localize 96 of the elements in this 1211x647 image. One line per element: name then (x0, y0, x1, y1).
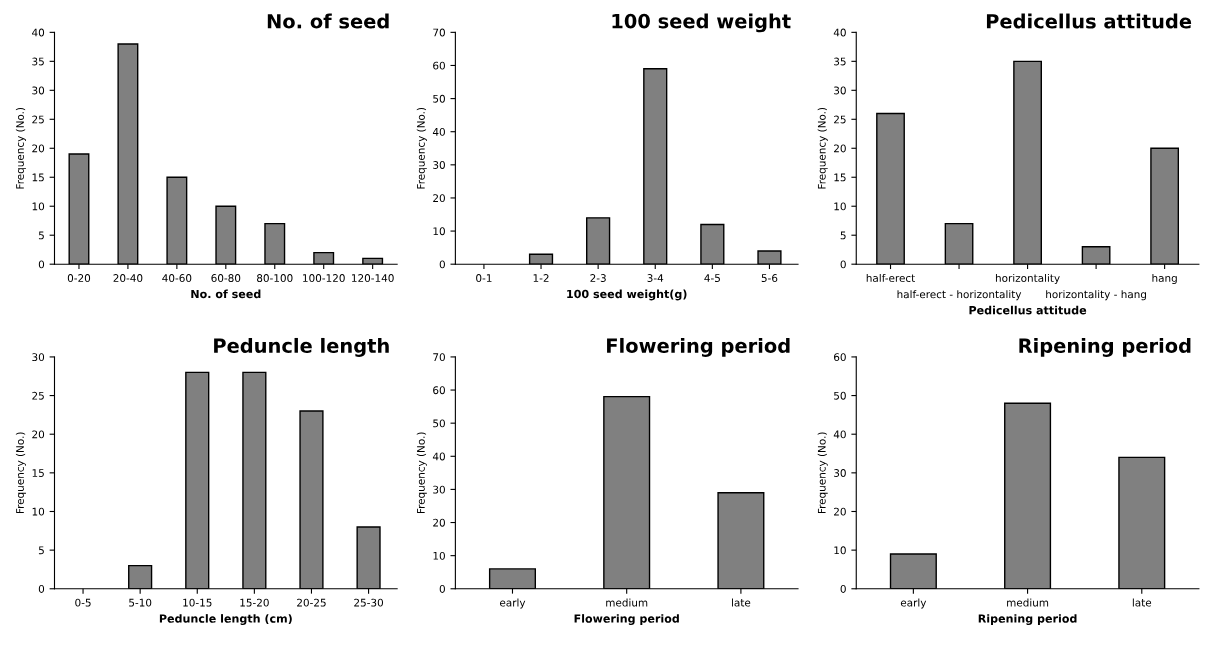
x-tick-label: 10-15 (183, 598, 212, 607)
x-tick-label: 60-80 (211, 274, 241, 282)
x-tick-label: 20-25 (297, 598, 326, 607)
y-tick-label: 20 (433, 194, 445, 203)
y-axis-title: Frequency (No.) (817, 107, 828, 189)
x-tick-label: 100-120 (303, 274, 345, 282)
x-tick-label: half-erect (866, 273, 915, 282)
y-tick-label: 70 (433, 353, 445, 362)
y-tick-label: 70 (433, 28, 445, 37)
chart-title: Flowering period (607, 337, 790, 357)
y-tick-label: 10 (834, 202, 846, 211)
chart-title: 100 seed weight (612, 13, 791, 33)
x-tick-label: medium (1007, 598, 1049, 607)
y-tick-label: 30 (834, 86, 846, 95)
y-tick-label: 60 (433, 61, 445, 70)
y-tick-label: 25 (32, 115, 44, 124)
y-tick-label: 0 (439, 585, 445, 593)
y-tick-label: 50 (433, 94, 445, 103)
y-axis-title: Frequency (No.) (416, 107, 427, 189)
y-tick-label: 5 (840, 231, 846, 240)
x-tick-label: 0-1 (476, 274, 492, 282)
y-tick-label: 10 (834, 546, 846, 555)
y-tick-label: 20 (834, 507, 846, 516)
x-tick-label: horizontality - hang (1046, 290, 1146, 301)
x-axis-title: Ripening period (978, 614, 1077, 625)
y-tick-label: 40 (32, 28, 45, 37)
y-tick-label: 35 (834, 57, 846, 66)
y-tick-label: 5 (38, 231, 44, 240)
y-tick-label: 20 (433, 518, 445, 527)
y-tick-label: 5 (38, 546, 44, 555)
chart-title: Peduncle length (214, 337, 389, 357)
chart-title: No. of seed (267, 13, 389, 29)
y-tick-label: 60 (433, 386, 445, 395)
y-tick-label: 30 (433, 161, 445, 169)
x-tick-label: 5-10 (129, 598, 152, 607)
x-tick-label: 4-5 (704, 274, 720, 282)
y-tick-label: 35 (32, 57, 44, 66)
x-axis-title: Flowering period (574, 614, 679, 625)
x-tick-label: 120-140 (352, 274, 394, 282)
x-tick-label: 3-4 (647, 274, 664, 282)
y-tick-label: 15 (834, 173, 846, 182)
y-tick-label: 40 (432, 127, 445, 136)
y-tick-label: 40 (833, 430, 846, 439)
y-tick-label: 10 (433, 551, 445, 560)
y-tick-label: 50 (834, 391, 846, 400)
y-tick-label: 60 (834, 353, 846, 362)
y-tick-label: 0 (840, 260, 846, 269)
y-tick-label: 50 (433, 419, 445, 428)
x-tick-label: 0-5 (75, 598, 91, 607)
x-tick-label: 5-6 (761, 274, 778, 282)
y-axis-title: Frequency (No.) (416, 432, 427, 514)
x-tick-label: 20-40 (113, 274, 143, 282)
x-tick-label: 25-30 (354, 598, 384, 607)
y-tick-label: 30 (433, 485, 445, 494)
x-tick-label: 15-20 (240, 598, 269, 607)
chart-title: Pedicellus attitude (986, 13, 1192, 29)
chart-title: Ripening period (1019, 337, 1191, 357)
y-tick-label: 20 (32, 430, 45, 439)
y-tick-label: 30 (32, 353, 45, 362)
x-tick-label: medium (606, 598, 648, 607)
y-tick-label: 10 (32, 507, 45, 516)
x-axis-title: No. of seed (191, 289, 261, 299)
x-axis-title: 100 seed weight(g) (567, 289, 687, 301)
y-tick-label: 0 (840, 585, 846, 593)
y-tick-label: 15 (32, 469, 44, 477)
y-axis-title: Frequency (No.) (15, 432, 26, 514)
x-tick-label: 2-3 (590, 274, 606, 282)
x-tick-label: late (732, 598, 751, 607)
y-tick-label: 20 (32, 144, 45, 153)
y-tick-label: 0 (38, 260, 45, 269)
x-tick-label: 40-60 (162, 274, 192, 282)
x-tick-label: 1-2 (533, 274, 549, 282)
x-tick-label: 80-100 (257, 274, 293, 282)
y-tick-label: 40 (833, 28, 846, 37)
y-tick-label: 10 (433, 227, 445, 236)
x-axis-title: Pedicellus attitude (969, 305, 1087, 315)
y-tick-label: 30 (32, 86, 45, 95)
y-tick-label: 25 (834, 115, 846, 124)
x-tick-label: 0-20 (67, 274, 91, 282)
x-tick-label: late (1132, 598, 1152, 607)
y-tick-label: 0 (439, 260, 445, 269)
y-tick-label: 15 (32, 173, 44, 182)
y-tick-label: 25 (32, 391, 44, 400)
x-tick-label: early (900, 598, 927, 609)
y-tick-label: 0 (38, 585, 45, 593)
y-tick-label: 20 (834, 144, 846, 153)
y-tick-label: 10 (32, 202, 45, 211)
y-axis-title: Frequency (No.) (817, 432, 828, 514)
x-tick-label: early (499, 598, 526, 609)
y-tick-label: 40 (432, 452, 445, 461)
x-tick-label: hang (1152, 273, 1177, 284)
x-tick-label: horizontality (995, 273, 1060, 284)
x-tick-label: half-erect - horizontality (897, 290, 1022, 301)
y-axis-title: Frequency (No.) (15, 107, 26, 189)
y-tick-label: 30 (834, 469, 846, 477)
x-axis-title: Peduncle length (cm) (159, 614, 292, 625)
